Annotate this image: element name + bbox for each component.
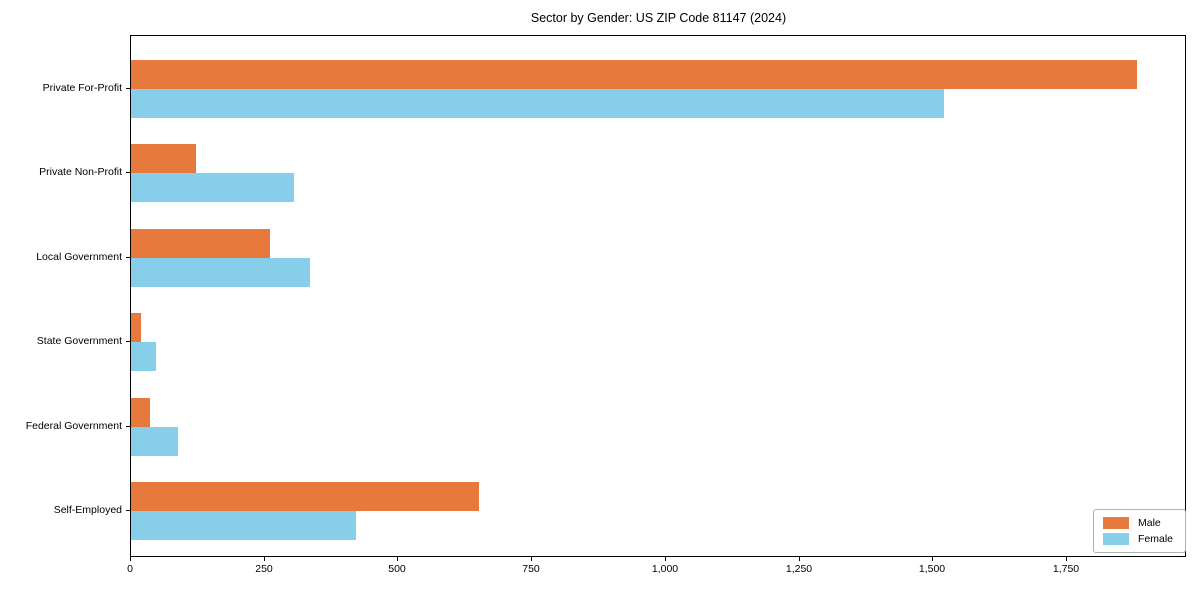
bar-female-private-for-profit [131,89,944,118]
legend-entry-male: Male [1103,517,1178,529]
x-tick-label-750: 750 [522,563,540,575]
chart-title: Sector by Gender: US ZIP Code 81147 (202… [530,11,787,25]
x-tick-mark [932,557,933,561]
x-tick-label-500: 500 [388,563,406,575]
legend-entry-female: Female [1103,533,1178,545]
x-tick-label-0: 0 [127,563,133,575]
y-tick-label-local-government: Local Government [36,250,122,263]
x-tick-mark [531,557,532,561]
y-tick-label-private-non-profit: Private Non-Profit [39,166,122,179]
x-tick-label-1-750: 1,750 [1052,563,1080,575]
x-tick-mark [665,557,666,561]
male-color-swatch [1103,517,1129,529]
y-tick-mark [126,510,130,511]
x-tick-mark [1066,557,1067,561]
bar-female-self-employed [131,511,356,540]
bar-male-private-non-profit [131,144,196,174]
y-tick-label-private-for-profit: Private For-Profit [42,82,122,94]
female-color-swatch [1103,533,1129,545]
y-tick-label-state-government: State Government [36,335,122,348]
bar-female-state-government [131,342,156,372]
x-tick-label-1-500: 1,500 [918,563,946,575]
legend-label-female: Female [1138,533,1174,545]
y-tick-label-self-employed: Self-Employed [53,504,122,516]
bar-female-federal-government [131,426,178,456]
x-tick-label-1-250: 1,250 [785,563,813,575]
bar-female-local-government [131,257,310,287]
bar-male-self-employed [131,482,479,511]
y-tick-mark [126,256,130,258]
x-tick-mark [799,557,800,561]
bar-female-private-non-profit [131,173,294,203]
y-tick-mark [126,88,130,89]
y-tick-mark [126,425,130,427]
bar-male-state-government [131,313,141,343]
legend: Male Female [1093,509,1186,553]
plot-area [130,35,1186,557]
y-tick-mark [126,341,130,343]
bar-male-federal-government [131,397,150,427]
legend-label-male: Male [1138,517,1161,529]
x-tick-label-1-000: 1,000 [651,563,679,575]
y-tick-label-federal-government: Federal Government [25,419,122,432]
bar-male-local-government [131,228,270,258]
x-tick-mark [130,557,131,561]
x-tick-label-250: 250 [255,563,273,575]
x-tick-mark [264,557,265,561]
y-tick-mark [126,172,130,174]
bar-male-private-for-profit [131,60,1137,89]
x-tick-mark [397,557,398,561]
